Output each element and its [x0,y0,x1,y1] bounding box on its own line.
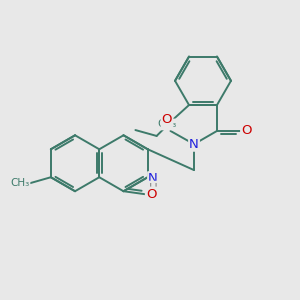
Text: O: O [162,113,172,126]
Text: N: N [189,138,199,151]
Text: H: H [148,182,158,195]
Text: CH₃: CH₃ [157,119,177,130]
Text: CH₃: CH₃ [10,178,29,188]
Text: O: O [241,124,252,137]
Text: N: N [148,172,158,185]
Text: O: O [146,188,156,201]
